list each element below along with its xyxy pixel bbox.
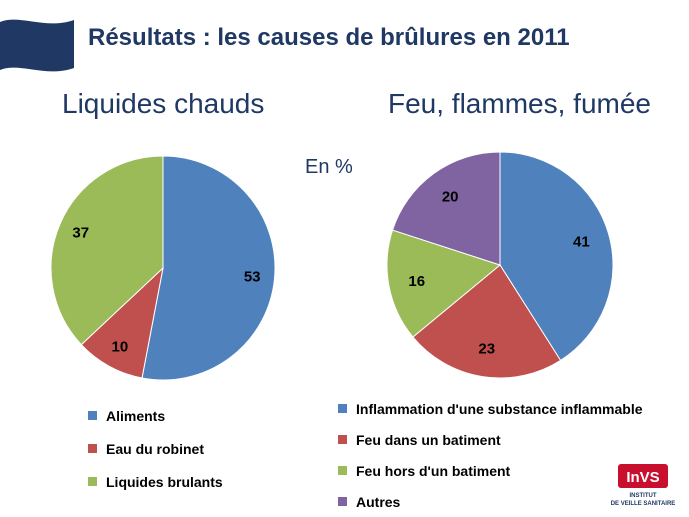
fire-legend-swatch-0 — [338, 404, 347, 413]
invs-logo: InVS INSTITUT DE VEILLE SANITAIRE — [611, 464, 676, 507]
fire-data-label-1: 23 — [478, 341, 495, 358]
chart-title-hot-liquids: Liquides chauds — [62, 88, 265, 119]
logo-caption-line2: DE VEILLE SANITAIRE — [611, 501, 676, 507]
flag-logo — [0, 19, 74, 72]
fire-slice-1 — [412, 264, 562, 379]
hot-liquids-data-label-2: 37 — [72, 224, 89, 241]
hot-liquids-legend-item-2: Liquides brulants — [88, 465, 223, 498]
hot-liquids-legend-item-1: Eau du robinet — [88, 432, 223, 465]
fire-legend-label-0: Inflammation d'une substance inflammable — [356, 400, 643, 417]
fire-data-label-3: 20 — [442, 188, 459, 205]
unit-label: En % — [305, 156, 353, 178]
chart-title-fire: Feu, flammes, fumée — [388, 88, 651, 119]
fire-slice-3 — [391, 151, 501, 266]
hot-liquids-data-label-0: 53 — [244, 268, 261, 285]
fire-data-label-0: 41 — [573, 233, 590, 250]
hot-liquids-legend-swatch-2 — [88, 477, 97, 486]
fire-slice-0 — [499, 151, 614, 362]
fire-legend-swatch-2 — [338, 466, 347, 475]
hot-liquids-legend-label-0: Aliments — [106, 407, 166, 424]
hot-liquids-data-label-1: 10 — [111, 339, 128, 356]
pie-chart-fire: 41 23 16 20 — [386, 151, 614, 379]
hot-liquids-legend-label-1: Eau du robinet — [106, 440, 204, 457]
fire-legend-swatch-1 — [338, 435, 347, 444]
fire-legend-label-3: Autres — [356, 493, 401, 510]
fire-legend-label-1: Feu dans un batiment — [356, 431, 501, 448]
legend-hot-liquids: Aliments Eau du robinet Liquides brulants — [88, 399, 223, 498]
fire-data-label-2: 16 — [408, 273, 425, 290]
hot-liquids-slice-0 — [141, 155, 276, 381]
logo-caption-line1: INSTITUT — [630, 493, 657, 499]
logo-brand-text: InVS — [626, 469, 659, 486]
hot-liquids-legend-swatch-0 — [88, 411, 97, 420]
logo-background — [618, 464, 668, 488]
hot-liquids-legend-label-2: Liquides brulants — [106, 473, 223, 490]
fire-slice-2 — [386, 229, 502, 338]
legend-fire: Inflammation d'une substance inflammable… — [338, 393, 643, 517]
fire-legend-item-0: Inflammation d'une substance inflammable — [338, 393, 643, 424]
page-title: Résultats : les causes de brûlures en 20… — [88, 24, 570, 51]
fire-legend-item-3: Autres — [338, 486, 643, 517]
fire-legend-label-2: Feu hors d'un batiment — [356, 462, 511, 479]
fire-legend-item-1: Feu dans un batiment — [338, 424, 643, 455]
pie-chart-hot-liquids: 53 10 37 — [50, 155, 276, 381]
hot-liquids-legend-item-0: Aliments — [88, 399, 223, 432]
hot-liquids-legend-swatch-1 — [88, 444, 97, 453]
fire-legend-item-2: Feu hors d'un batiment — [338, 455, 643, 486]
fire-legend-swatch-3 — [338, 497, 347, 506]
hot-liquids-slice-2 — [50, 155, 164, 346]
